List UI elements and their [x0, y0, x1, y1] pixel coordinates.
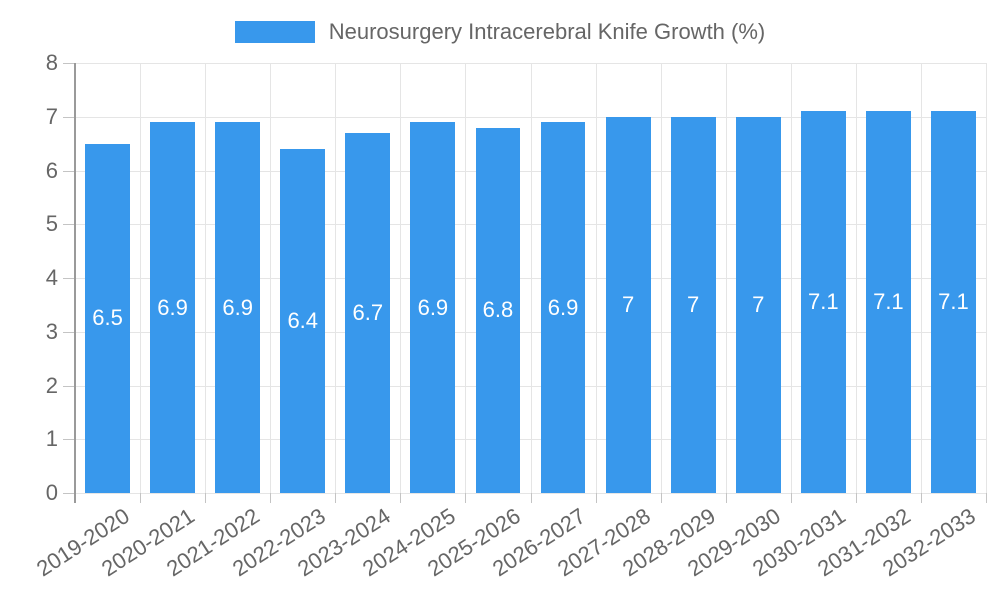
gridline-vertical [400, 63, 402, 493]
x-tick-mark [725, 493, 727, 503]
x-tick-mark [140, 493, 142, 503]
gridline-vertical [660, 63, 662, 493]
x-tick-mark [400, 493, 402, 503]
bar-2021-2022[interactable]: 6.9 [215, 122, 261, 493]
gridline-vertical [465, 63, 467, 493]
bar-2027-2028[interactable]: 7 [605, 116, 651, 493]
bar-2020-2021[interactable]: 6.9 [150, 122, 196, 493]
bar-value-label: 6.7 [352, 299, 384, 325]
x-tick-mark [595, 493, 597, 503]
y-tick-mark [63, 116, 75, 118]
gridline-vertical [920, 63, 922, 493]
bar-2025-2026[interactable]: 6.8 [475, 127, 521, 493]
x-tick-mark [270, 493, 272, 503]
x-tick-mark [855, 493, 857, 503]
x-tick-mark [465, 493, 467, 503]
y-tick-mark [63, 439, 75, 441]
y-tick-mark [63, 331, 75, 333]
bar-2022-2023[interactable]: 6.4 [280, 149, 326, 493]
gridline-vertical [790, 63, 792, 493]
gridline-vertical [270, 63, 272, 493]
y-tick-mark [63, 170, 75, 172]
bar-value-label: 6.9 [417, 294, 449, 320]
bar-value-label: 6.9 [157, 294, 188, 320]
x-tick-mark [530, 493, 532, 503]
x-tick-mark [986, 493, 987, 503]
x-tick-mark [920, 493, 922, 503]
y-tick-mark [63, 385, 75, 387]
gridline-vertical [335, 63, 337, 493]
bar-2029-2030[interactable]: 7 [735, 116, 781, 493]
bar-2031-2032[interactable]: 7.1 [865, 111, 911, 493]
legend-swatch-icon [234, 21, 315, 43]
y-tick-label: 5 [45, 211, 58, 237]
y-tick-mark [63, 63, 75, 64]
y-tick-mark [63, 224, 75, 226]
y-tick-label: 2 [45, 372, 58, 398]
bar-value-label: 6.5 [92, 305, 123, 331]
x-tick-mark [790, 493, 792, 503]
x-axis-tick-marks [75, 493, 987, 505]
legend-label: Neurosurgery Intracerebral Knife Growth … [328, 19, 766, 44]
plot-area: 6.5 6.9 6.9 6.4 6.7 6.9 6.8 6.9 7 7 7 7.1 7.1 7.1 [63, 63, 987, 494]
bar-value-label: 6.8 [482, 297, 514, 323]
y-axis-labels: 0 1 2 3 4 5 6 7 8 [0, 50, 58, 505]
bar-2024-2025[interactable]: 6.9 [410, 122, 456, 493]
bar-2030-2031[interactable]: 7.1 [800, 111, 846, 493]
gridline-vertical [855, 63, 857, 493]
y-tick-label: 3 [45, 318, 58, 344]
y-tick-mark [63, 278, 75, 279]
bar-2028-2029[interactable]: 7 [670, 116, 716, 493]
x-tick-mark [335, 493, 337, 503]
bar-value-label: 7.1 [938, 289, 969, 315]
bar-value-label: 7 [752, 291, 765, 317]
y-tick-label: 7 [45, 103, 58, 129]
gridline-vertical [205, 63, 207, 493]
y-axis-line [74, 63, 76, 503]
y-tick-mark [63, 493, 75, 494]
bar-value-label: 7 [687, 291, 700, 317]
y-tick-label: 1 [45, 426, 58, 452]
bar-value-label: 7.1 [873, 289, 904, 315]
gridline-vertical [595, 63, 597, 493]
bar-value-label: 6.9 [547, 294, 579, 320]
bar-value-label: 6.9 [222, 294, 253, 320]
legend-item[interactable]: Neurosurgery Intracerebral Knife Growth … [0, 19, 1000, 45]
gridline-vertical [530, 63, 532, 493]
x-tick-mark [660, 493, 662, 503]
y-tick-label: 4 [45, 265, 58, 290]
bar-2032-2033[interactable]: 7.1 [931, 111, 976, 493]
bar-value-label: 7.1 [808, 289, 839, 315]
x-tick-mark [205, 493, 207, 503]
y-tick-label: 8 [45, 50, 58, 75]
bar-2026-2027[interactable]: 6.9 [540, 122, 586, 493]
bar-value-label: 7 [621, 291, 635, 317]
bar-2023-2024[interactable]: 6.7 [345, 132, 391, 493]
y-tick-label: 6 [45, 157, 58, 183]
gridline-vertical [725, 63, 727, 493]
x-axis-labels: 2019-2020 2020-2021 2021-2022 2022-2023 2023… [32, 497, 986, 600]
bar-value-label: 6.4 [287, 308, 319, 333]
gridline-vertical [140, 63, 142, 493]
gridline-vertical [986, 63, 987, 493]
y-tick-label: 0 [45, 480, 58, 505]
bar-2019-2020[interactable]: 6.5 [85, 143, 130, 493]
